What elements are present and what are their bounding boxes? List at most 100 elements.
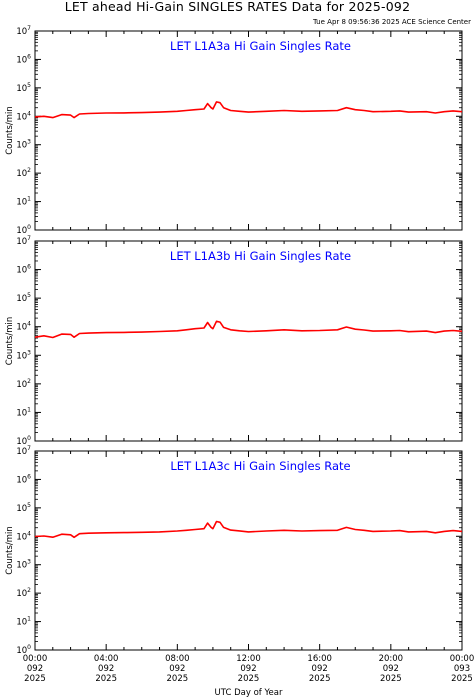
y-tick-label-exponent: 3 [27, 139, 31, 146]
y-tick-label: 105 [16, 502, 31, 514]
y-tick-label-exponent: 1 [27, 196, 31, 203]
y-tick-label-exponent: 4 [27, 321, 31, 328]
x-tick-label-doy: 093 [454, 664, 470, 674]
x-tick-label-year: 2025 [24, 674, 46, 684]
y-tick-label: 103 [16, 349, 31, 361]
x-tick-label-doy: 092 [98, 664, 114, 674]
y-tick-label-base: 10 [16, 408, 27, 418]
y-tick-label: 105 [16, 82, 31, 94]
y-tick-label: 101 [16, 406, 31, 418]
panel-title: LET L1A3b Hi Gain Singles Rate [170, 249, 351, 263]
y-tick-label: 106 [16, 264, 31, 276]
y-tick-label-exponent: 2 [27, 378, 31, 385]
y-tick-label: 106 [16, 473, 31, 485]
y-tick-label-exponent: 5 [27, 292, 31, 299]
y-tick-label-exponent: 7 [27, 25, 31, 32]
y-tick-label-exponent: 6 [27, 473, 31, 480]
y-tick-label-base: 10 [16, 266, 27, 276]
x-tick-label-year: 2025 [380, 674, 402, 684]
y-tick-label-exponent: 4 [27, 530, 31, 537]
y-tick-label-exponent: 3 [27, 559, 31, 566]
y-tick-label-base: 10 [16, 141, 27, 151]
y-tick-label-exponent: 0 [27, 644, 31, 651]
y-tick-label-exponent: 6 [27, 264, 31, 271]
y-tick-label-exponent: 0 [27, 224, 31, 231]
y-tick-label-base: 10 [16, 589, 27, 599]
y-tick-label-exponent: 4 [27, 110, 31, 117]
y-tick-label-base: 10 [16, 237, 27, 247]
y-tick-label: 104 [16, 530, 31, 542]
x-tick-label-time: 08:00 [165, 654, 190, 664]
plot-frame [34, 30, 463, 231]
y-tick-label: 104 [16, 321, 31, 333]
y-tick-label-exponent: 3 [27, 349, 31, 356]
y-tick-label: 103 [16, 139, 31, 151]
y-tick-label: 102 [16, 378, 31, 390]
series-line [34, 320, 463, 339]
x-tick-label-doy: 092 [27, 664, 43, 674]
y-tick-label-exponent: 5 [27, 502, 31, 509]
y-tick-label-exponent: 2 [27, 587, 31, 594]
y-tick-label-base: 10 [16, 84, 27, 94]
y-tick-label: 104 [16, 110, 31, 122]
y-tick-label-base: 10 [16, 198, 27, 208]
y-tick-label-base: 10 [16, 646, 27, 656]
y-tick-label-base: 10 [16, 55, 27, 65]
x-tick-label-time: 20:00 [379, 654, 404, 664]
panel-title: LET L1A3a Hi Gain Singles Rate [170, 39, 351, 53]
y-tick-label-base: 10 [16, 226, 27, 236]
x-tick-label-year: 2025 [238, 674, 260, 684]
y-tick-label: 107 [16, 445, 31, 457]
y-tick-label-base: 10 [16, 112, 27, 122]
x-tick-label-doy: 092 [240, 664, 256, 674]
x-tick-label-year: 2025 [95, 674, 117, 684]
x-axis-label: UTC Day of Year [215, 688, 283, 698]
panel-title: LET L1A3c Hi Gain Singles Rate [170, 459, 350, 473]
y-tick-label: 100 [16, 224, 31, 236]
y-tick-label-base: 10 [16, 532, 27, 542]
y-tick-label-base: 10 [16, 475, 27, 485]
plot-frame [34, 450, 463, 651]
y-tick-label-exponent: 0 [27, 435, 31, 442]
y-tick-label-exponent: 5 [27, 82, 31, 89]
x-tick-label-time: 00:00 [450, 654, 475, 664]
x-tick-label-time: 16:00 [307, 654, 332, 664]
y-tick-label-base: 10 [16, 618, 27, 628]
y-tick-label-base: 10 [16, 294, 27, 304]
x-tick-label-year: 2025 [451, 674, 473, 684]
y-tick-label-exponent: 2 [27, 167, 31, 174]
y-tick-label: 101 [16, 616, 31, 628]
y-tick-label-base: 10 [16, 169, 27, 179]
y-tick-label: 100 [16, 435, 31, 447]
y-axis-label: Counts/min [5, 106, 15, 155]
y-tick-label-base: 10 [16, 351, 27, 361]
y-tick-label: 107 [16, 235, 31, 247]
x-tick-label-doy: 092 [383, 664, 399, 674]
y-tick-label-base: 10 [16, 561, 27, 571]
y-axis-label: Counts/min [5, 526, 15, 575]
y-tick-label-base: 10 [16, 380, 27, 390]
y-axis-label: Counts/min [5, 317, 15, 366]
x-tick-label-time: 12:00 [236, 654, 261, 664]
y-tick-label: 107 [16, 25, 31, 37]
y-tick-label-exponent: 7 [27, 445, 31, 452]
y-tick-label-base: 10 [16, 504, 27, 514]
y-tick-label-exponent: 1 [27, 406, 31, 413]
y-tick-label-exponent: 6 [27, 53, 31, 60]
timestamp: Tue Apr 8 09:56:36 2025 ACE Science Cent… [312, 18, 471, 26]
x-tick-label-year: 2025 [167, 674, 189, 684]
x-tick-label-time: 04:00 [94, 654, 119, 664]
y-tick-label-base: 10 [16, 323, 27, 333]
x-tick-label-time: 00:00 [23, 654, 48, 664]
y-tick-label: 100 [16, 644, 31, 656]
y-tick-label: 103 [16, 559, 31, 571]
y-tick-label: 102 [16, 167, 31, 179]
plot-frame [34, 240, 463, 442]
y-tick-label-exponent: 7 [27, 235, 31, 242]
y-tick-label: 105 [16, 292, 31, 304]
y-tick-label-base: 10 [16, 437, 27, 447]
series-line [34, 101, 463, 119]
x-tick-label-year: 2025 [309, 674, 331, 684]
y-tick-label: 106 [16, 53, 31, 65]
